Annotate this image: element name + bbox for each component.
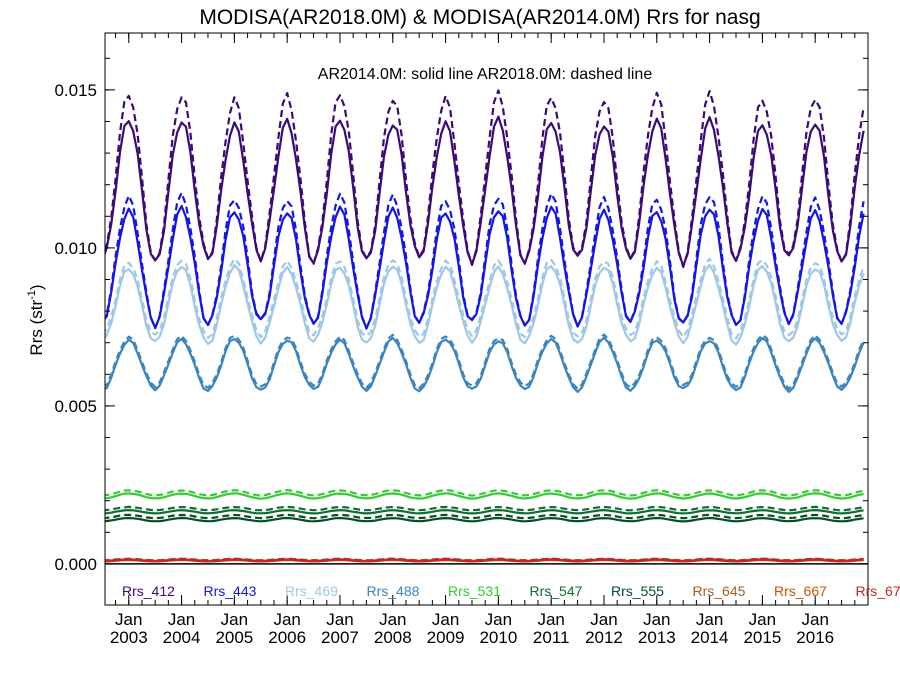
x-tick-year: 2009 [427,628,465,647]
x-tick-month: Jan [537,610,564,629]
x-tick-month: Jan [221,610,248,629]
y-axis-label-main: Rrs (str [27,300,46,356]
x-tick-year: 2005 [215,628,253,647]
series-line-rrs-469-dashed [105,257,865,340]
chart-title: MODISA(AR2018.0M) & MODISA(AR2014.0M) Rr… [199,6,760,29]
x-tick-month: Jan [115,610,142,629]
y-tick-label: 0.010 [54,239,97,258]
x-tick-year: 2007 [321,628,359,647]
x-tick-month: Jan [379,610,406,629]
y-axis-label: Rrs (str-1) [26,284,46,355]
y-axis-label-tail: ) [27,284,46,290]
series-line-rrs-547-dashed [105,505,864,512]
legend-item-rrs-488: Rrs_488 [367,583,420,599]
legend: Rrs_412 Rrs_443 Rrs_469 Rrs_488 Rrs_531 Rrs_5… [122,583,900,599]
legend-item-rrs-667: Rrs_667 [774,583,827,599]
series-layer [105,89,865,563]
y-tick-label: 0.000 [54,555,97,574]
x-tick-year: 2011 [533,628,570,647]
series-line-rrs-555-dashed [105,513,864,520]
legend-item-rrs-547: Rrs_547 [530,583,583,599]
series-line-rrs-488-dashed [105,333,865,390]
x-tick-month: Jan [432,610,459,629]
series-line-rrs-443-dashed [105,191,865,330]
legend-item-rrs-469: Rrs_469 [285,583,338,599]
legend-item-rrs-555: Rrs_555 [611,583,664,599]
x-tick-year: 2012 [585,628,623,647]
series-line-rrs-555-solid [105,516,864,523]
x-tick-year: 2014 [691,628,729,647]
x-tick-year: 2003 [110,628,148,647]
x-tick-year: 2008 [374,628,412,647]
y-tick-label: 0.015 [54,81,97,100]
y-axis: 0.000 0.005 0.010 0.015 [54,57,868,574]
series-line-rrs-531-dashed [105,489,864,497]
legend-item-rrs-678: Rrs_678 [856,583,900,599]
x-tick-year: 2013 [638,628,676,647]
series-line-rrs-531-solid [105,492,864,500]
legend-item-rrs-412: Rrs_412 [122,583,175,599]
series-line-rrs-547-solid [105,509,864,515]
y-axis-label-sup: -1 [26,290,38,300]
x-tick-month: Jan [801,610,828,629]
legend-item-rrs-531: Rrs_531 [448,583,501,599]
x-tick-year: 2016 [796,628,834,647]
x-tick-month: Jan [168,610,195,629]
x-tick-year: 2006 [268,628,306,647]
line-style-note: AR2014.0M: solid line AR2018.0M: dashed … [318,66,653,83]
y-tick-label: 0.005 [54,397,97,416]
x-tick-year: 2015 [743,628,781,647]
x-tick-month: Jan [643,610,670,629]
x-tick-month: Jan [273,610,300,629]
series-line-rrs-412-dashed [105,89,865,269]
x-tick-month: Jan [326,610,353,629]
x-tick-year: 2004 [163,628,201,647]
x-tick-month: Jan [696,610,723,629]
x-tick-month: Jan [590,610,617,629]
x-tick-month: Jan [485,610,512,629]
x-axis: Jan2003Jan2004Jan2005Jan2006Jan2007Jan20… [110,33,856,647]
series-line-rrs-469-solid [105,263,865,346]
legend-item-rrs-443: Rrs_443 [204,583,257,599]
series-line-rrs-678-dashed [105,557,864,562]
plot-frame [104,32,869,606]
legend-item-rrs-645: Rrs_645 [693,583,746,599]
x-tick-month: Jan [749,610,776,629]
x-tick-year: 2010 [479,628,517,647]
